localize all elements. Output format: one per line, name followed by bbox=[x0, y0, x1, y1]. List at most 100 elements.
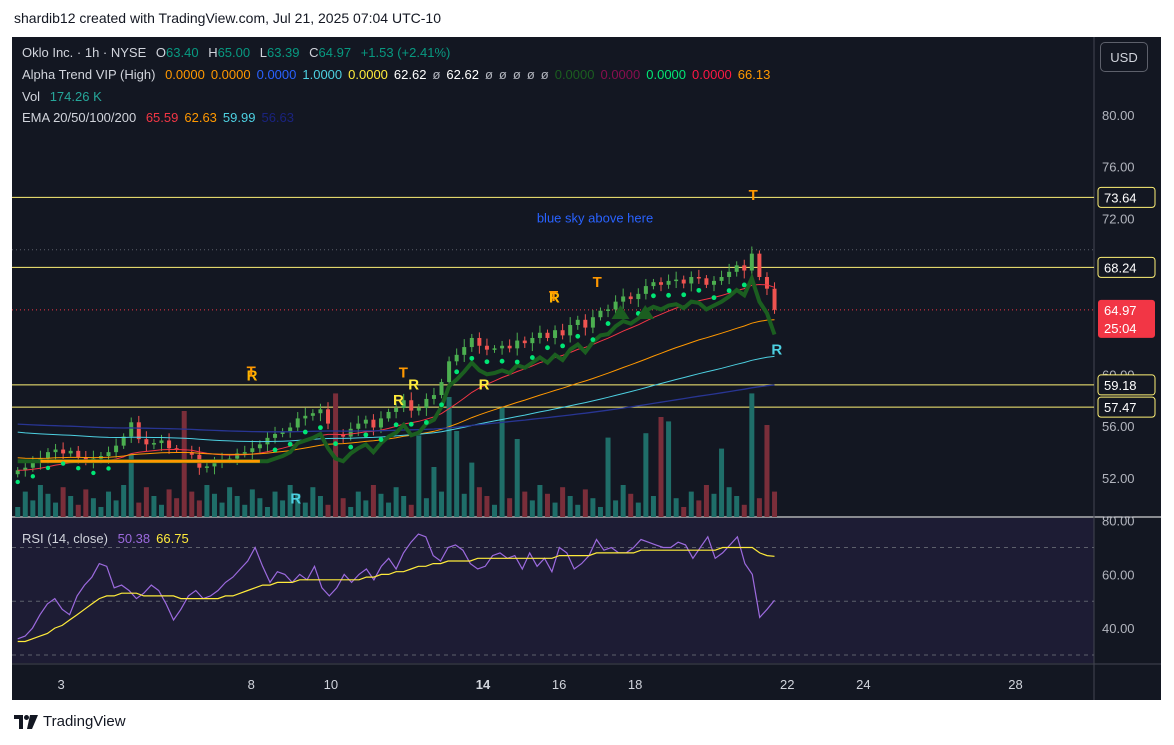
volume-bar bbox=[234, 496, 240, 517]
candle bbox=[424, 398, 429, 409]
volume-bar bbox=[15, 507, 21, 517]
price-tick-label: 72.00 bbox=[1102, 212, 1135, 227]
volume-bar bbox=[408, 504, 414, 517]
volume-bar bbox=[772, 491, 778, 517]
chart-frame[interactable]: 52.0056.0060.0064.0068.0072.0076.0080.00… bbox=[12, 37, 1161, 700]
volume-bar bbox=[567, 496, 573, 517]
candle bbox=[401, 400, 406, 409]
alpha-trend-value-14: 0.0000 bbox=[600, 67, 641, 82]
candle bbox=[295, 418, 300, 428]
trend-dot bbox=[393, 422, 399, 428]
candle bbox=[15, 470, 20, 475]
volume-bar bbox=[529, 500, 535, 517]
signal-marker: R bbox=[479, 376, 490, 393]
volume-bar bbox=[439, 491, 445, 517]
trend-dot bbox=[711, 295, 717, 301]
alpha-trend-value-0: 0.0000 bbox=[165, 67, 205, 82]
ohlc-key-high: H bbox=[208, 45, 218, 60]
level-price-label: 68.24 bbox=[1104, 260, 1137, 275]
vol-name: Vol bbox=[22, 89, 41, 104]
candle bbox=[386, 411, 391, 419]
trend-dot bbox=[106, 466, 111, 471]
volume-bar bbox=[219, 502, 225, 517]
trend-dot bbox=[741, 282, 747, 288]
candle bbox=[772, 288, 777, 310]
currency-button[interactable]: USD bbox=[1100, 42, 1148, 72]
volume-bar bbox=[499, 407, 505, 517]
candle bbox=[621, 296, 626, 302]
volume-bar bbox=[461, 493, 467, 517]
candle bbox=[757, 253, 762, 277]
tradingview-logo: TradingView bbox=[14, 713, 126, 730]
candle bbox=[204, 466, 209, 468]
volume-bar bbox=[446, 397, 452, 517]
candle bbox=[121, 436, 126, 446]
rsi-value-1: 66.75 bbox=[156, 531, 189, 546]
candle bbox=[30, 462, 35, 468]
rsi-series-line bbox=[17, 546, 775, 643]
volume-bar bbox=[666, 421, 672, 517]
volume-bar bbox=[196, 500, 202, 517]
price-tick-label: 76.00 bbox=[1102, 160, 1135, 175]
trend-dot bbox=[302, 429, 308, 435]
candle bbox=[61, 449, 66, 454]
candle bbox=[212, 462, 217, 467]
trend-dot bbox=[439, 402, 444, 408]
volume-bar bbox=[688, 491, 694, 517]
level-price-tag bbox=[1097, 396, 1156, 418]
volume-bar bbox=[68, 496, 74, 517]
volume-bar bbox=[756, 498, 762, 517]
candle bbox=[235, 453, 240, 459]
alpha-trend-value-15: 0.0000 bbox=[646, 67, 687, 82]
volume-bar bbox=[711, 493, 717, 517]
volume-bar bbox=[484, 496, 490, 517]
volume-bar bbox=[431, 467, 437, 517]
volume-bar bbox=[378, 493, 384, 517]
volume-bar bbox=[113, 500, 119, 517]
trend-dot bbox=[454, 369, 460, 375]
candle bbox=[560, 330, 565, 336]
volume-bar bbox=[620, 485, 626, 517]
candle bbox=[492, 348, 497, 350]
candle bbox=[151, 443, 156, 445]
buy-triangle bbox=[611, 305, 630, 320]
volume-bar bbox=[302, 502, 308, 517]
candle bbox=[447, 361, 452, 383]
candle bbox=[749, 253, 754, 271]
candle bbox=[356, 423, 361, 429]
candle bbox=[257, 444, 262, 449]
ohlc-close: 64.97 bbox=[318, 45, 352, 60]
volume-bar bbox=[121, 485, 127, 517]
volume-bar bbox=[181, 411, 187, 517]
volume-bar bbox=[673, 498, 679, 517]
candle bbox=[507, 345, 512, 349]
candle bbox=[76, 450, 81, 458]
trend-dot bbox=[726, 288, 732, 294]
volume-bar bbox=[159, 504, 165, 517]
chart-canvas[interactable]: 52.0056.0060.0064.0068.0072.0076.0080.00… bbox=[12, 37, 1161, 700]
rsi-tick-label: 80.00 bbox=[1102, 514, 1135, 529]
ohlc-high: 65.00 bbox=[217, 45, 251, 60]
price-tick-label: 52.00 bbox=[1102, 471, 1135, 486]
trend-dot bbox=[499, 358, 505, 364]
ema-line-50 bbox=[17, 319, 775, 459]
candle bbox=[68, 450, 73, 454]
candle bbox=[719, 277, 724, 281]
alpha-trend-value-9: ø bbox=[498, 67, 507, 82]
candle bbox=[326, 409, 331, 424]
volume-bar bbox=[514, 439, 520, 517]
rsi-series-line bbox=[17, 533, 775, 640]
candle bbox=[598, 310, 603, 318]
candle bbox=[659, 282, 664, 285]
volume-bar bbox=[469, 462, 475, 517]
trend-dot bbox=[272, 447, 278, 453]
volume-bar bbox=[522, 491, 528, 517]
volume-bar bbox=[53, 502, 59, 517]
candle bbox=[363, 419, 368, 424]
legend-ema-row: EMA 20/50/100/200 65.59 62.63 59.99 56.63 bbox=[22, 110, 306, 125]
candle bbox=[23, 467, 28, 471]
buy-triangle bbox=[636, 305, 655, 320]
volume-bar bbox=[423, 498, 429, 517]
volume-bar bbox=[749, 393, 755, 517]
last-price-label: 64.97 bbox=[1104, 303, 1137, 318]
